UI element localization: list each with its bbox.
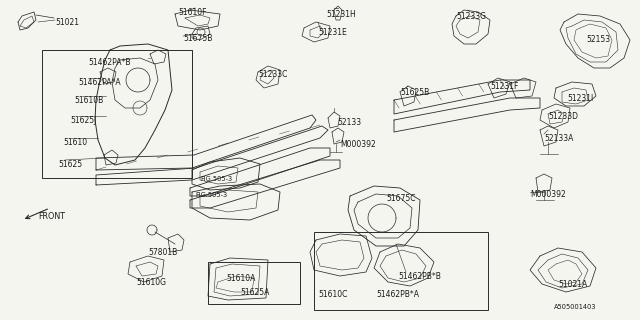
- Bar: [208, 262, 300, 304]
- Text: 51675B: 51675B: [183, 34, 212, 43]
- Text: 51233D: 51233D: [548, 112, 578, 121]
- Text: 51231I: 51231I: [567, 94, 593, 103]
- Text: 51610: 51610: [63, 138, 87, 147]
- Text: 51625J: 51625J: [70, 116, 97, 125]
- Text: 51610F: 51610F: [178, 8, 207, 17]
- Text: 51625A: 51625A: [240, 288, 269, 297]
- Text: 51233G: 51233G: [456, 12, 486, 21]
- Text: 51625B: 51625B: [400, 88, 429, 97]
- Text: A505001403: A505001403: [554, 304, 596, 310]
- Text: 57801B: 57801B: [148, 248, 177, 257]
- Bar: [42, 50, 192, 178]
- Text: 51231F: 51231F: [490, 82, 518, 91]
- Text: 51233C: 51233C: [258, 70, 287, 79]
- Text: 51021: 51021: [55, 18, 79, 27]
- Text: 51625: 51625: [58, 160, 82, 169]
- Text: FIG.505-3: FIG.505-3: [195, 192, 227, 198]
- Text: 51462PA*A: 51462PA*A: [78, 78, 120, 87]
- Bar: [314, 232, 488, 310]
- Text: M000392: M000392: [340, 140, 376, 149]
- Text: 52153: 52153: [586, 35, 610, 44]
- Text: FIG.505-3: FIG.505-3: [200, 176, 232, 182]
- Text: 51610A: 51610A: [226, 274, 255, 283]
- Text: 51462PA*B: 51462PA*B: [88, 58, 131, 67]
- Text: FRONT: FRONT: [38, 212, 65, 221]
- Text: 52133A: 52133A: [544, 134, 573, 143]
- Text: 51610B: 51610B: [74, 96, 103, 105]
- Text: 52133: 52133: [337, 118, 361, 127]
- Text: 51462PB*B: 51462PB*B: [398, 272, 441, 281]
- Text: M000392: M000392: [530, 190, 566, 199]
- Text: 51231E: 51231E: [318, 28, 347, 37]
- Text: 51021A: 51021A: [558, 280, 588, 289]
- Text: 51462PB*A: 51462PB*A: [376, 290, 419, 299]
- Text: 51610G: 51610G: [136, 278, 166, 287]
- Text: 51610C: 51610C: [318, 290, 348, 299]
- Text: 51231H: 51231H: [326, 10, 356, 19]
- Text: 51675C: 51675C: [386, 194, 415, 203]
